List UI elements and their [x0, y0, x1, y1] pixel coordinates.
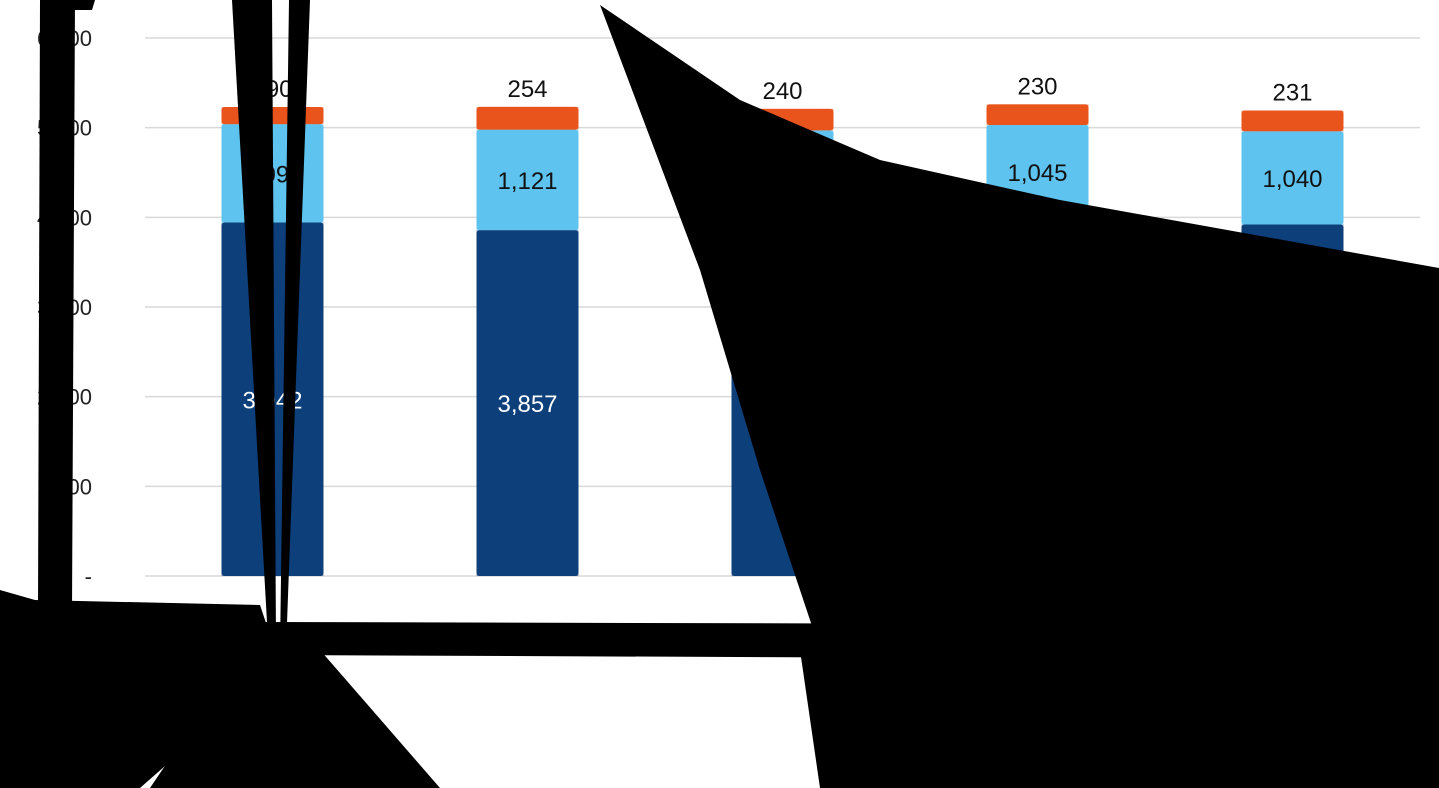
occluder-bottom-right: [800, 650, 1439, 788]
occluder-left-bar: [38, 0, 75, 610]
bar-segment-shade: [476, 129, 579, 231]
bar-segment-shade: [1241, 131, 1344, 225]
data-label: 1,045: [1007, 160, 1067, 187]
data-label: 254: [507, 76, 547, 103]
data-label: 3,857: [497, 391, 557, 418]
y-tick-label: -: [85, 564, 92, 589]
data-label: 1,040: [1262, 166, 1322, 193]
occluder-right-sweep: [600, 5, 1439, 788]
bar-segment-shade: [476, 106, 579, 130]
occluder-title-mark: [70, 0, 95, 10]
bar-segment-shade: [986, 104, 1089, 125]
occluder-left-panel: [0, 590, 275, 788]
data-label: 1,121: [497, 168, 557, 195]
occluder-spike-1: [232, 0, 276, 640]
occluder-bottom-wedge: [150, 640, 440, 788]
bar-segment-shade: [1241, 110, 1344, 132]
data-label: 230: [1017, 73, 1057, 100]
bar-segment-shade: [476, 230, 579, 576]
occluder-spike-2: [280, 0, 310, 650]
data-label: 231: [1272, 80, 1312, 107]
data-label: 240: [762, 78, 802, 105]
